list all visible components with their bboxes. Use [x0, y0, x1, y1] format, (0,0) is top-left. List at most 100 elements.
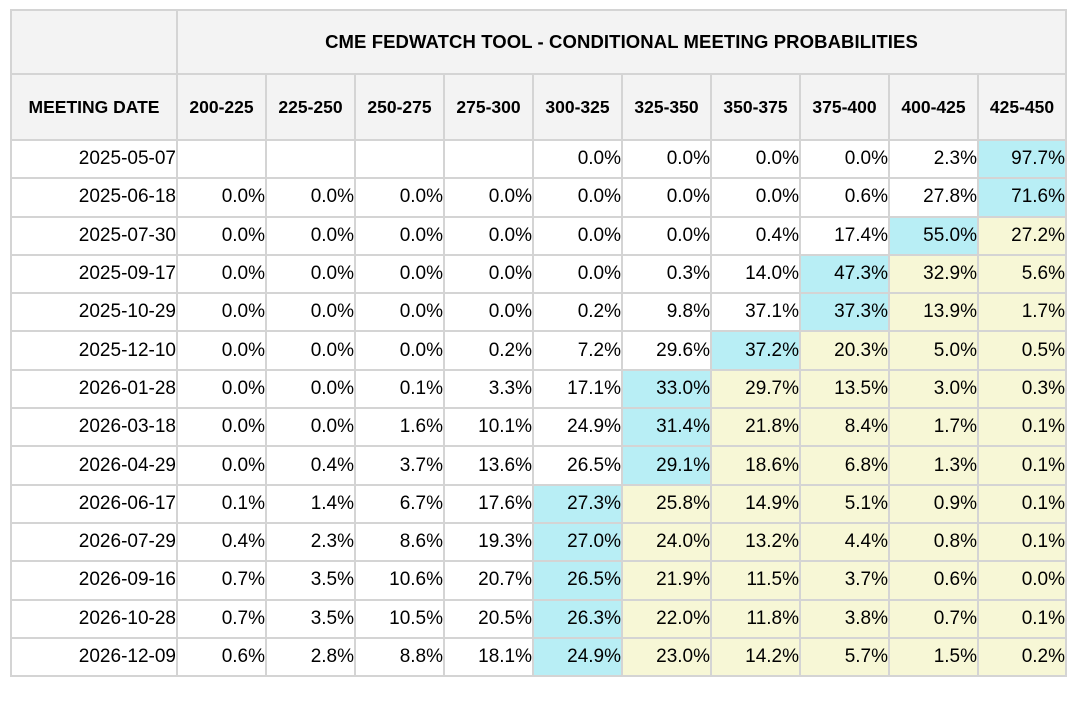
probability-cell: 3.7%	[799, 560, 890, 601]
probability-cell: 5.6%	[977, 253, 1067, 295]
table-row: 2025-05-07 0.0% 0.0% 0.0% 0.0% 2.3% 97.7%	[10, 138, 1067, 180]
probability-cell: 0.0%	[354, 330, 445, 371]
probability-cell: 3.8%	[799, 598, 890, 639]
probability-cell: 9.8%	[621, 292, 712, 333]
probability-cell: 26.3%	[532, 598, 623, 639]
column-header: 325-350	[621, 73, 712, 141]
probability-cell: 13.6%	[443, 445, 534, 486]
probability-cell: 2.3%	[265, 521, 356, 563]
meeting-date-header: MEETING DATE	[10, 73, 178, 141]
probability-cell: 1.7%	[977, 292, 1067, 333]
probability-cell: 0.0%	[265, 368, 356, 410]
probability-cell: 8.6%	[354, 521, 445, 563]
column-header: 275-300	[443, 73, 534, 141]
probability-cell: 37.1%	[710, 292, 801, 333]
probability-cell: 29.7%	[710, 368, 801, 410]
meeting-date-cell: 2025-07-30	[10, 215, 178, 256]
probability-cell: 0.0%	[443, 177, 534, 218]
column-header: 250-275	[354, 73, 445, 141]
probability-table: CME FEDWATCH TOOL - CONDITIONAL MEETING …	[10, 9, 1067, 678]
table-row: 2026-06-17 0.1% 1.4% 6.7% 17.6% 27.3% 25.8% 14.…	[10, 483, 1067, 524]
probability-cell: 0.0%	[977, 560, 1067, 601]
table-row: 2025-07-30 0.0% 0.0% 0.0% 0.0% 0.0% 0.0% 0.4% 17…	[10, 215, 1067, 256]
probability-cell: 6.7%	[354, 483, 445, 524]
probability-cell: 0.0%	[443, 292, 534, 333]
table-row: 2026-12-09 0.6% 2.8% 8.8% 18.1% 24.9% 23.0% 14.…	[10, 636, 1067, 678]
column-header: 300-325	[532, 73, 623, 141]
probability-cell: 8.8%	[354, 636, 445, 678]
probability-cell: 3.5%	[265, 560, 356, 601]
probability-cell: 11.8%	[710, 598, 801, 639]
table-row: 2026-10-28 0.7% 3.5% 10.5% 20.5% 26.3% 22.0% 11…	[10, 598, 1067, 639]
probability-cell: 0.0%	[176, 330, 267, 371]
probability-cell: 0.1%	[977, 445, 1067, 486]
probability-cell: 1.6%	[354, 407, 445, 448]
probability-cell: 3.5%	[265, 598, 356, 639]
column-header: 375-400	[799, 73, 890, 141]
probability-cell: 0.0%	[176, 253, 267, 295]
probability-cell: 26.5%	[532, 560, 623, 601]
column-header: 200-225	[176, 73, 267, 141]
probability-cell: 22.0%	[621, 598, 712, 639]
probability-cell: 0.4%	[710, 215, 801, 256]
probability-cell: 27.3%	[532, 483, 623, 524]
probability-cell: 17.6%	[443, 483, 534, 524]
probability-cell: 0.4%	[176, 521, 267, 563]
meeting-date-cell: 2025-06-18	[10, 177, 178, 218]
meeting-date-cell: 2026-03-18	[10, 407, 178, 448]
probability-cell: 0.1%	[176, 483, 267, 524]
probability-cell: 6.8%	[799, 445, 890, 486]
probability-cell: 10.1%	[443, 407, 534, 448]
probability-cell: 0.1%	[354, 368, 445, 410]
probability-cell: 10.6%	[354, 560, 445, 601]
probability-cell: 0.9%	[888, 483, 979, 524]
probability-cell: 0.0%	[176, 292, 267, 333]
probability-cell: 5.7%	[799, 636, 890, 678]
probability-cell: 27.8%	[888, 177, 979, 218]
meeting-date-cell: 2025-05-07	[10, 138, 178, 180]
probability-cell: 14.0%	[710, 253, 801, 295]
probability-cell: 11.5%	[710, 560, 801, 601]
probability-cell: 0.4%	[265, 445, 356, 486]
table-row: 2025-10-29 0.0% 0.0% 0.0% 0.0% 0.2% 9.8% 37.1% 3…	[10, 292, 1067, 333]
probability-cell: 29.6%	[621, 330, 712, 371]
meeting-date-cell: 2025-10-29	[10, 292, 178, 333]
column-header: 225-250	[265, 73, 356, 141]
probability-cell	[265, 138, 356, 180]
probability-cell: 0.0%	[799, 138, 890, 180]
probability-cell: 13.5%	[799, 368, 890, 410]
table-row: 2026-09-16 0.7% 3.5% 10.6% 20.7% 26.5% 21.9% 11…	[10, 560, 1067, 601]
probability-cell: 0.2%	[443, 330, 534, 371]
probability-cell: 21.9%	[621, 560, 712, 601]
column-header: 425-450	[977, 73, 1067, 141]
probability-cell: 24.0%	[621, 521, 712, 563]
probability-cell: 0.3%	[621, 253, 712, 295]
probability-cell: 21.8%	[710, 407, 801, 448]
probability-cell: 7.2%	[532, 330, 623, 371]
meeting-date-cell: 2025-12-10	[10, 330, 178, 371]
probability-cell: 1.3%	[888, 445, 979, 486]
table-row: 2026-07-29 0.4% 2.3% 8.6% 19.3% 27.0% 24.0% 13.…	[10, 521, 1067, 563]
probability-cell: 0.6%	[888, 560, 979, 601]
meeting-date-cell: 2026-06-17	[10, 483, 178, 524]
table-title: CME FEDWATCH TOOL - CONDITIONAL MEETING …	[176, 9, 1067, 75]
meeting-date-cell: 2026-04-29	[10, 445, 178, 486]
probability-cell: 0.0%	[532, 253, 623, 295]
probability-cell: 0.1%	[977, 407, 1067, 448]
probability-cell: 25.8%	[621, 483, 712, 524]
column-header: 400-425	[888, 73, 979, 141]
probability-cell: 0.0%	[265, 215, 356, 256]
probability-cell: 13.2%	[710, 521, 801, 563]
table-row: 2026-04-29 0.0% 0.4% 3.7% 13.6% 26.5% 29.1% 18.…	[10, 445, 1067, 486]
probability-cell: 31.4%	[621, 407, 712, 448]
probability-cell: 0.8%	[888, 521, 979, 563]
meeting-date-cell: 2026-12-09	[10, 636, 178, 678]
probability-cell: 0.0%	[265, 292, 356, 333]
probability-cell: 18.1%	[443, 636, 534, 678]
probability-cell: 0.0%	[265, 407, 356, 448]
probability-cell: 18.6%	[710, 445, 801, 486]
probability-cell: 20.5%	[443, 598, 534, 639]
probability-cell: 0.5%	[977, 330, 1067, 371]
probability-cell: 3.7%	[354, 445, 445, 486]
probability-cell: 24.9%	[532, 636, 623, 678]
